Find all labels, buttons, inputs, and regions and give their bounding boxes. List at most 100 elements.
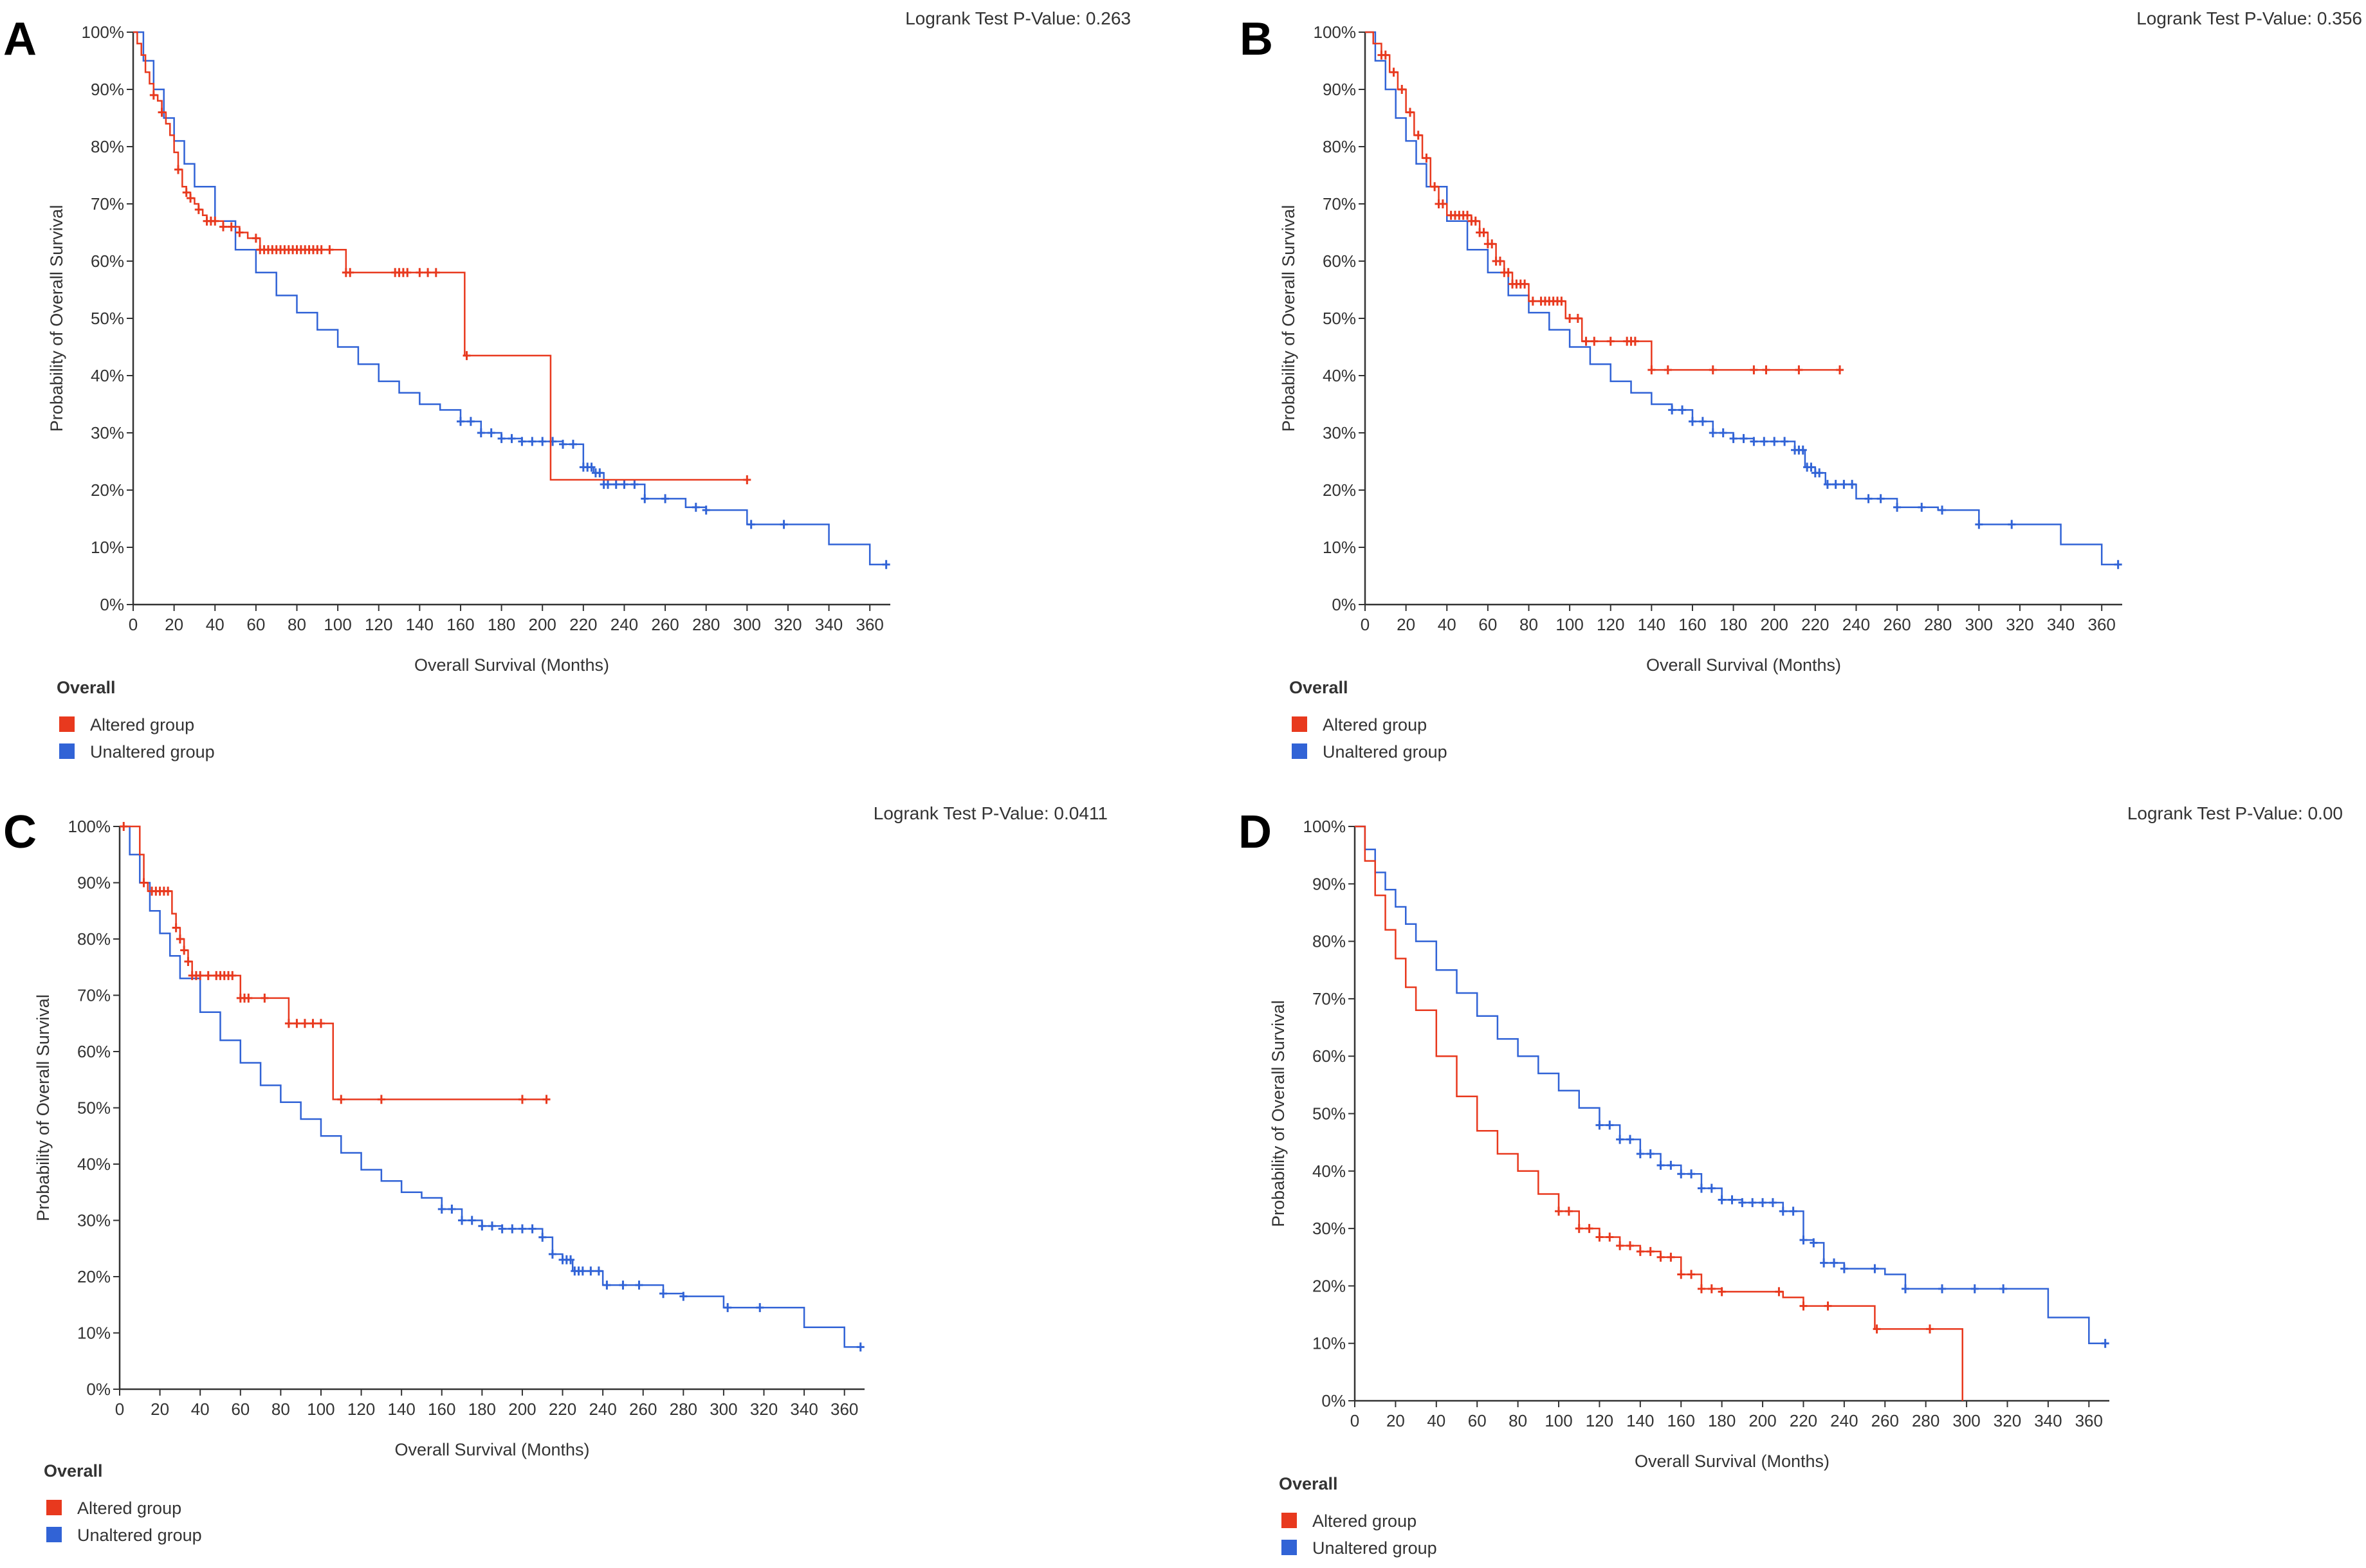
- censor-mark: [244, 993, 253, 1003]
- censor-mark: [1707, 1183, 1716, 1193]
- legend-entry: Unaltered group: [77, 1526, 202, 1545]
- censor-mark: [1606, 336, 1615, 346]
- x-tick-label: 320: [774, 615, 802, 634]
- panel-label: B: [1240, 14, 1273, 65]
- censor-mark: [518, 437, 526, 446]
- y-tick-label: 40%: [91, 366, 124, 385]
- censor-mark: [1626, 1241, 1634, 1250]
- censor-mark: [1820, 1258, 1828, 1268]
- y-tick-label: 10%: [1323, 538, 1356, 557]
- censor-mark: [619, 1281, 627, 1290]
- censor-mark: [882, 560, 890, 569]
- censor-mark: [211, 216, 219, 226]
- y-tick-label: 70%: [91, 194, 124, 214]
- x-tick-label: 160: [1667, 1411, 1695, 1430]
- censor-mark: [1667, 1252, 1675, 1262]
- legend-swatch: [59, 743, 75, 759]
- y-tick-label: 90%: [1323, 80, 1356, 99]
- km-curve-altered-group: [120, 825, 547, 1100]
- censor-mark: [337, 1095, 345, 1104]
- censor-mark: [538, 437, 547, 446]
- y-tick-label: 80%: [1323, 137, 1356, 156]
- censor-mark: [1381, 50, 1389, 60]
- censor-mark: [1687, 1270, 1696, 1279]
- censor-mark: [1678, 405, 1687, 415]
- censor-mark: [458, 1216, 466, 1225]
- censor-mark: [508, 433, 516, 443]
- censor-mark: [219, 222, 227, 232]
- y-tick-label: 40%: [77, 1154, 111, 1174]
- censor-mark: [747, 520, 755, 529]
- y-tick-label: 70%: [77, 986, 111, 1005]
- censor-mark: [1688, 417, 1696, 426]
- censor-mark: [1422, 153, 1431, 163]
- censor-mark: [1573, 314, 1582, 323]
- censor-mark: [1414, 131, 1422, 140]
- censor-mark: [1810, 1238, 1818, 1248]
- censor-mark: [856, 1342, 865, 1352]
- x-tick-label: 120: [1597, 615, 1624, 634]
- panel-b: B Logrank Test P-Value: 0.356 0% 10% 20% 30% 4…: [1240, 8, 2362, 761]
- y-tick-label: 80%: [1312, 932, 1346, 951]
- censor-mark: [1789, 1207, 1797, 1216]
- x-tick-label: 220: [549, 1399, 576, 1419]
- censor-mark: [498, 1224, 506, 1234]
- x-tick-label: 0: [115, 1399, 124, 1419]
- censor-mark: [518, 1095, 526, 1104]
- legend-entry: Altered group: [1312, 1511, 1417, 1531]
- censor-mark: [528, 437, 536, 446]
- censor-mark: [1496, 257, 1504, 266]
- x-tick-label: 260: [629, 1399, 657, 1419]
- censor-mark: [261, 993, 269, 1003]
- legend-entry: Altered group: [77, 1499, 181, 1518]
- x-tick-label: 340: [2034, 1411, 2062, 1430]
- censor-mark: [630, 480, 639, 489]
- panel-c: C Logrank Test P-Value: 0.0411 0% 10% 20% 30%…: [3, 803, 1108, 1545]
- x-tick-label: 300: [710, 1399, 737, 1419]
- censor-mark: [1656, 1160, 1665, 1170]
- censor-mark: [1636, 1246, 1644, 1256]
- x-tick-label: 360: [2075, 1411, 2103, 1430]
- censor-mark: [679, 1291, 688, 1301]
- km-curve-altered-group: [133, 31, 747, 481]
- censor-mark: [252, 233, 260, 243]
- censor-mark: [149, 90, 158, 100]
- x-tick-label: 240: [589, 1399, 616, 1419]
- x-tick-label: 360: [856, 615, 883, 634]
- censor-mark: [1781, 437, 1789, 446]
- censor-mark: [293, 1019, 301, 1028]
- censor-mark: [1770, 437, 1779, 446]
- km-curve-unaltered-group: [120, 825, 861, 1348]
- y-tick-label: 10%: [1312, 1334, 1346, 1353]
- censor-mark: [1626, 1135, 1634, 1144]
- x-tick-label: 0: [1361, 615, 1370, 634]
- y-tick-label: 100%: [68, 817, 111, 836]
- y-tick-label: 60%: [77, 1042, 111, 1061]
- legend-swatch: [1292, 716, 1307, 732]
- censor-mark: [1836, 365, 1844, 375]
- censor-mark: [518, 1224, 526, 1234]
- censor-mark: [1471, 216, 1480, 226]
- censor-mark: [1707, 1284, 1716, 1293]
- x-tick-label: 0: [129, 615, 138, 634]
- censor-mark: [487, 428, 495, 437]
- panel-d: D Logrank Test P-Value: 0.00 0% 10% 20% 30% 40…: [1238, 803, 2343, 1558]
- x-tick-label: 260: [651, 615, 679, 634]
- legend-swatch: [1281, 1540, 1297, 1555]
- y-tick-label: 40%: [1312, 1162, 1346, 1181]
- censor-mark: [603, 1281, 611, 1290]
- censor-mark: [346, 268, 354, 277]
- censor-mark: [659, 1289, 668, 1299]
- censor-mark: [477, 428, 485, 437]
- censor-mark: [1557, 296, 1566, 306]
- x-axis-label: Overall Survival (Months): [1646, 655, 1841, 675]
- censor-mark: [1999, 1284, 2008, 1293]
- censor-mark: [488, 1221, 496, 1231]
- censor-mark: [1528, 296, 1537, 306]
- legend-swatch: [59, 716, 75, 732]
- km-curve-altered-group: [1365, 31, 1840, 371]
- legend-entry: Unaltered group: [1323, 742, 1447, 761]
- censor-mark: [2101, 1338, 2109, 1348]
- censor-mark: [1759, 1198, 1767, 1207]
- censor-mark: [756, 1303, 764, 1313]
